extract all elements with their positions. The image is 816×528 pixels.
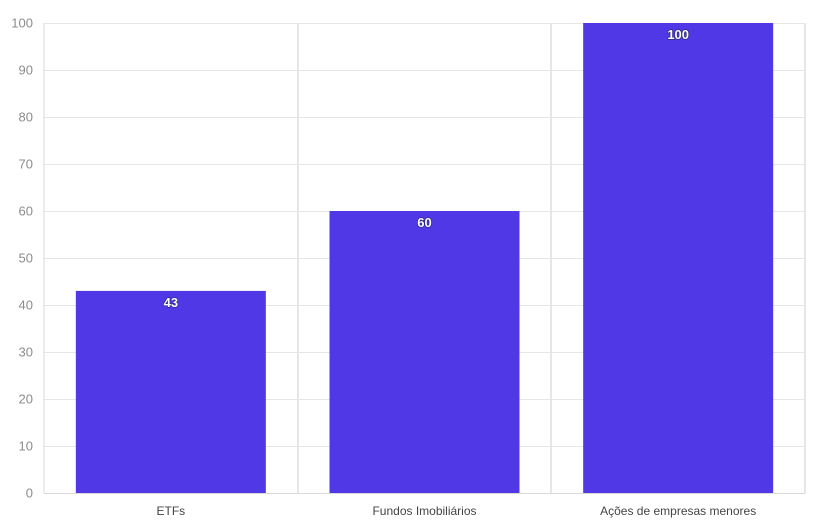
y-tick-label: 50	[19, 251, 33, 266]
y-tick-label: 80	[19, 110, 33, 125]
x-tick-label: Ações de empresas menores	[600, 504, 756, 518]
bar[interactable]	[75, 290, 266, 493]
y-tick-label: 100	[11, 16, 33, 31]
data-labels: 43 60 100	[163, 26, 690, 310]
x-axis: ETFs Fundos Imobiliários Ações de empresas…	[156, 504, 756, 518]
y-tick-label: 0	[26, 486, 33, 501]
bar-value-label: 43	[164, 295, 178, 310]
bar[interactable]	[329, 211, 520, 493]
x-tick-label: ETFs	[156, 504, 185, 518]
bar-series	[75, 23, 774, 493]
y-tick-label: 90	[19, 63, 33, 78]
y-tick-label: 30	[19, 345, 33, 360]
y-tick-label: 70	[19, 157, 33, 172]
y-axis: 0 10 20 30 40 50 60 70 80 90 100	[11, 16, 33, 501]
bar-value-label: 100	[667, 27, 689, 42]
y-tick-label: 20	[19, 392, 33, 407]
y-tick-label: 10	[19, 439, 33, 454]
bar[interactable]	[583, 23, 774, 493]
x-tick-label: Fundos Imobiliários	[372, 504, 476, 518]
y-tick-label: 60	[19, 204, 33, 219]
y-tick-label: 40	[19, 298, 33, 313]
bar-value-label: 60	[417, 215, 431, 230]
